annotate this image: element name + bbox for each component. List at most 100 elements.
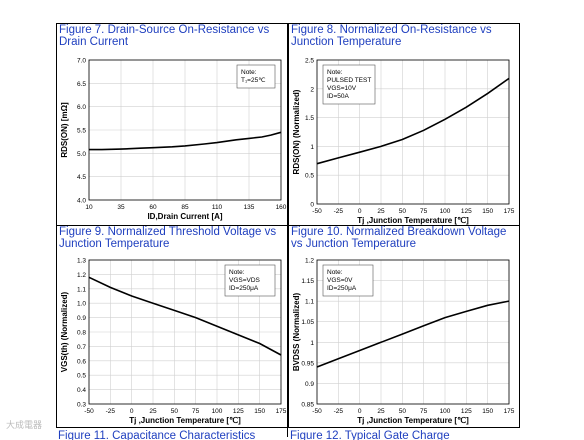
- y-tick-label: 1.0: [77, 301, 86, 308]
- y-tick-label: 0.8: [77, 330, 86, 337]
- x-tick-label: 0: [358, 408, 362, 415]
- x-tick-label: 150: [254, 408, 265, 415]
- y-tick-label: 1.1: [305, 299, 314, 306]
- note-text: Note:: [241, 69, 257, 76]
- x-tick-label: 110: [212, 204, 223, 211]
- x-tick-label: 50: [171, 408, 179, 415]
- figure-8-title-line-2: Junction Temperature: [291, 36, 402, 48]
- x-tick-label: 25: [377, 208, 385, 215]
- watermark-logo: 大成電器: [6, 420, 43, 430]
- x-tick-label: 135: [244, 204, 255, 211]
- figure-9-title-line-1: Figure 9. Normalized Threshold Voltage v…: [59, 226, 277, 238]
- x-tick-label: 85: [181, 204, 189, 211]
- note-text: VGS=10V: [327, 85, 357, 92]
- y-tick-label: 1: [310, 144, 314, 151]
- figure-9-panel: Figure 9. Normalized Threshold Voltage v…: [56, 225, 288, 428]
- note-text: Note:: [327, 269, 343, 276]
- y-tick-label: 6.0: [77, 104, 86, 111]
- figure-10-title-line-1: Figure 10. Normalized Breakdown Voltage: [291, 226, 507, 238]
- x-tick-label: 60: [149, 204, 157, 211]
- note-box: [236, 64, 276, 89]
- y-tick-label: 0.95: [301, 360, 314, 367]
- y-tick-label: 0.3: [77, 402, 86, 409]
- x-tick-label: 125: [461, 208, 472, 215]
- y-tick-label: 0.6: [77, 358, 86, 365]
- y-tick-label: 1.05: [301, 319, 314, 326]
- y-tick-label: 0.4: [77, 387, 86, 394]
- figure-7-panel: Figure 7. Drain-Source On-Resistance vs …: [56, 23, 288, 226]
- x-tick-label: 10: [85, 204, 93, 211]
- x-tick-label: 0: [358, 208, 362, 215]
- y-tick-label: 5.0: [77, 151, 86, 158]
- next-figures-partial: Figure 11. Capacitance Characteristics F…: [56, 428, 520, 440]
- figure-7-chart: 4.0 4.5 5.0 5.5 6.0 6.5 7.0 10 35 60 85 110 135 160 ID…: [60, 58, 287, 222]
- y-tick-label: 0.7: [77, 344, 86, 351]
- x-tick-label: -25: [334, 408, 344, 415]
- x-tick-label: 25: [377, 408, 385, 415]
- y-tick-label: 1.2: [305, 258, 314, 265]
- figure-9-title: Figure 9. Normalized Threshold Voltage v…: [59, 226, 285, 250]
- y-tick-label: 4.0: [77, 198, 86, 205]
- y-tick-label: 1.15: [301, 278, 314, 285]
- plot-frame: [88, 59, 282, 201]
- figure-7-title-line-2: Drain Current: [59, 36, 129, 48]
- x-tick-label: 125: [461, 408, 472, 415]
- y-tick-label: 0.5: [77, 373, 86, 380]
- x-tick-label: -50: [312, 408, 322, 415]
- note-text: Note:: [327, 69, 343, 76]
- x-axis-label: Tj ,Junction Temperature [℃]: [129, 416, 241, 425]
- x-tick-label: 150: [482, 408, 493, 415]
- note-text: Note:: [229, 269, 245, 276]
- x-tick-label: 160: [276, 204, 287, 211]
- x-tick-label: -25: [334, 208, 344, 215]
- y-tick-label: 1.3: [77, 258, 86, 265]
- figure-8-title: Figure 8. Normalized On-Resistance vs Ju…: [291, 24, 517, 48]
- x-tick-label: 50: [399, 208, 407, 215]
- x-tick-label: -50: [84, 408, 94, 415]
- y-tick-label: 0.85: [301, 402, 314, 409]
- y-tick-label: 2.5: [305, 58, 314, 65]
- figure-11-title-partial: Figure 11. Capacitance Characteristics: [58, 430, 256, 440]
- x-tick-label: 175: [504, 208, 515, 215]
- figure-7-title: Figure 7. Drain-Source On-Resistance vs …: [59, 24, 285, 48]
- x-tick-label: 100: [440, 208, 451, 215]
- x-tick-label: 75: [420, 408, 428, 415]
- x-axis-label: Tj ,Junction Temperature [℃]: [357, 216, 469, 225]
- y-tick-label: 2: [310, 86, 314, 93]
- x-tick-label: 75: [420, 208, 428, 215]
- y-tick-label: 0.5: [305, 173, 314, 180]
- figure-8-panel: Figure 8. Normalized On-Resistance vs Ju…: [288, 23, 520, 226]
- note-text: PULSED TEST: [327, 77, 371, 84]
- note-text: T₁=25℃: [241, 77, 266, 84]
- figure-9-chart: 0.3 0.4 0.5 0.6 0.7 0.8 0.9 1.0 1.1 1.2 1.3 -50 -25 0…: [60, 258, 287, 426]
- figure-10-title: Figure 10. Normalized Breakdown Voltage …: [291, 226, 517, 250]
- plot-frame: [316, 259, 510, 405]
- x-tick-label: 50: [399, 408, 407, 415]
- note-text: VGS=VDS: [229, 277, 261, 284]
- y-axis-label: RDS(ON) [mΩ]: [60, 102, 69, 158]
- x-tick-label: -50: [312, 208, 322, 215]
- note-text: ID=50A: [327, 93, 350, 100]
- note-box: [322, 264, 374, 297]
- x-tick-label: 0: [130, 408, 134, 415]
- x-tick-label: 100: [440, 408, 451, 415]
- plot-frame: [88, 259, 282, 405]
- y-tick-label: 0.9: [77, 315, 86, 322]
- x-tick-label: 175: [504, 408, 515, 415]
- note-box: [322, 64, 376, 105]
- x-tick-label: 75: [192, 408, 200, 415]
- note-box: [224, 264, 276, 297]
- x-tick-label: 125: [233, 408, 244, 415]
- x-tick-label: 100: [212, 408, 223, 415]
- figure-8-chart: 0 0.5 1 1.5 2 2.5 -50 -25 0 25 50 75 100 125 150 175 Tj …: [292, 58, 515, 226]
- x-axis-label: Tj ,Junction Temperature [℃]: [357, 416, 469, 425]
- y-tick-label: 6.5: [77, 81, 86, 88]
- figure-7-title-line-1: Figure 7. Drain-Source On-Resistance vs: [59, 24, 270, 36]
- y-tick-label: 1.1: [77, 286, 86, 293]
- x-tick-label: 150: [482, 208, 493, 215]
- note-text: VGS=0V: [327, 277, 353, 284]
- y-tick-label: 7.0: [77, 58, 86, 65]
- y-tick-label: 1.2: [77, 272, 86, 279]
- note-text: ID=250μA: [327, 285, 357, 292]
- y-tick-label: 4.5: [77, 174, 86, 181]
